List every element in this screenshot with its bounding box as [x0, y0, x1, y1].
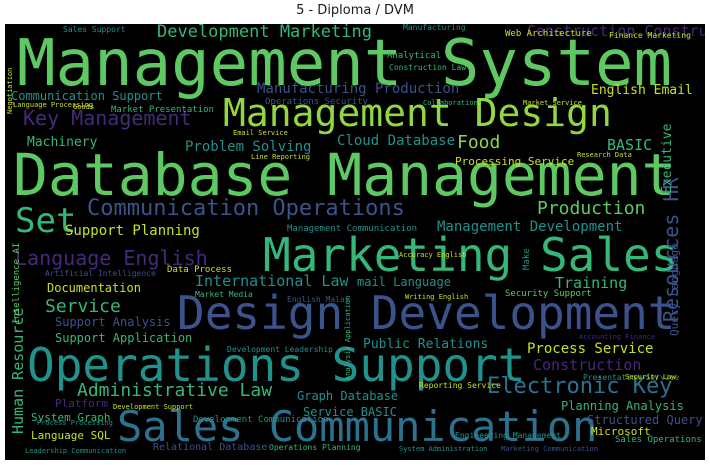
word-system-administration: System Administration — [399, 445, 488, 453]
figure-title: 5 - Diploma / DVM — [296, 3, 414, 18]
word-make: Make — [522, 248, 532, 270]
word-language-sql: Language SQL — [31, 429, 111, 442]
word-sales-support: Sales Support — [63, 25, 126, 34]
word-language-processing: Language Processing — [13, 101, 94, 109]
word-english-malay: English Malay — [287, 295, 350, 304]
word-key-management: Key Management — [23, 106, 192, 130]
word-support-application: Support Application — [55, 331, 193, 345]
word-support-analysis: Support Analysis — [55, 315, 171, 329]
word-planning-analysis: Planning Analysis — [561, 399, 684, 413]
word-administrative-law: Administrative Law — [77, 380, 273, 401]
word-support-planning: Support Planning — [65, 223, 200, 239]
word-processing-service: Processing Service — [455, 155, 575, 168]
word-documentation: Documentation — [47, 281, 141, 295]
word-development-leadership: Development Leadership — [227, 345, 333, 354]
word-construction-construction: Construction Construction — [527, 24, 705, 40]
word-machinery: Machinery — [27, 135, 98, 150]
word-training: Training — [555, 274, 628, 292]
word-structured-query: Structured Query — [587, 413, 703, 427]
word-accounting-finance: Accounting Finance — [579, 333, 655, 341]
word-marketing-communication: Marketing Communication — [501, 445, 598, 453]
word-construction-law: Construction Law — [389, 63, 467, 72]
word-negotiation: Negotiation — [6, 67, 14, 114]
word-electronic-key: Electronic Key — [487, 374, 673, 399]
word-mail-language: mail Language — [357, 275, 451, 289]
word-reporting-service: Reporting Service — [419, 381, 501, 390]
word-intelligence-ai: Intelligence AI — [12, 242, 22, 324]
word-security-support: Security Support — [505, 289, 592, 299]
word-management-communication: Management Communication — [287, 224, 418, 234]
word-presentation-service: Presentation Service — [583, 373, 680, 382]
word-production: Production — [537, 198, 646, 219]
word-goods: Goods — [73, 103, 95, 111]
word-development-marketing: Development Marketing — [157, 24, 372, 42]
word-web-architecture: Web Architecture — [505, 29, 592, 39]
word-development-support: Development Support — [113, 403, 194, 411]
word-market-presentation: Market Presentation — [111, 105, 214, 115]
word-sales-communication: Sales Communication — [117, 402, 598, 451]
word-marketing-sales: Marketing Sales — [263, 228, 679, 282]
word-management-development: Management Development — [437, 219, 623, 235]
word-market-media: Market Media — [195, 290, 253, 299]
word-executive: Executive — [660, 123, 675, 194]
word-collaboration: Collaboration — [423, 99, 478, 107]
word-manufacturing-production: Manufacturing Production — [257, 81, 460, 97]
word-accuracy-english: Accuracy English — [399, 251, 467, 259]
word-operations-planning: Operations Planning — [269, 443, 361, 452]
word-microsoft: Microsoft — [591, 425, 651, 438]
word-data-process: Data Process — [167, 265, 233, 275]
word-human-resource: Human Resource — [9, 307, 27, 434]
word-public-relations: Public Relations — [363, 337, 489, 352]
word-line-reporting: Line Reporting — [251, 153, 311, 161]
word-management-design: Management Design — [223, 91, 612, 135]
word-manufacturing: Manufacturing — [403, 24, 466, 32]
word-cloud: Management System Database Management Mana… — [5, 24, 705, 460]
word-operations-security: Operations Security — [265, 97, 368, 107]
word-international-law: International Law — [195, 272, 349, 290]
word-finance-marketing: Finance Marketing — [609, 31, 691, 40]
word-design-development: Design Development — [177, 286, 676, 340]
word-communication-operations: Communication Operations — [87, 196, 405, 221]
word-construction: Construction — [533, 356, 642, 374]
word-market-service: Market Service — [523, 99, 583, 107]
word-analysis-application: Analysis Application — [344, 295, 352, 380]
word-graph-database: Graph Database — [297, 389, 399, 403]
word-artificial-intelligence: Artificial Intelligence — [45, 269, 156, 278]
word-service-basic: Service BASIC — [303, 405, 397, 419]
word-security-law: Security Law — [625, 373, 676, 381]
word-relational-database: Relational Database — [153, 442, 268, 453]
word-cloud-database: Cloud Database — [337, 133, 456, 149]
word-basic: BASIC — [607, 136, 653, 154]
word-management-system: Management System — [17, 27, 673, 101]
word-process-service: Process Service — [527, 341, 654, 357]
word-english-email: English Email — [591, 83, 693, 98]
word-sales-operations: Sales Operations — [615, 435, 702, 445]
word-engineering-management: Engineering Management — [455, 431, 561, 440]
word-development-communication: Development Communication — [193, 415, 329, 425]
word-set: Set — [15, 201, 77, 241]
word-operations-support: Operations Support — [27, 338, 526, 392]
word-communication-support: Communication Support — [11, 89, 163, 103]
word-analytical: Analytical — [387, 51, 442, 61]
word-service: Service — [45, 296, 121, 317]
word-problem-solving: Problem Solving — [185, 139, 312, 155]
word-platform: Platform — [55, 397, 108, 410]
word-process-processing: Process Processing — [37, 419, 113, 427]
word-query-language: Query Language — [668, 243, 681, 336]
word-email-service: Email Service — [233, 129, 288, 137]
word-writing-english: Writing English — [405, 293, 469, 301]
word-research-data: Research Data — [577, 151, 632, 159]
word-food: Food — [457, 132, 501, 153]
word-leadership-communication: Leadership Communication — [25, 447, 127, 455]
word-language-english: Language English — [15, 246, 208, 270]
word-database-management: Database Management — [13, 141, 677, 209]
word-system-graph: System Graph — [31, 411, 111, 424]
